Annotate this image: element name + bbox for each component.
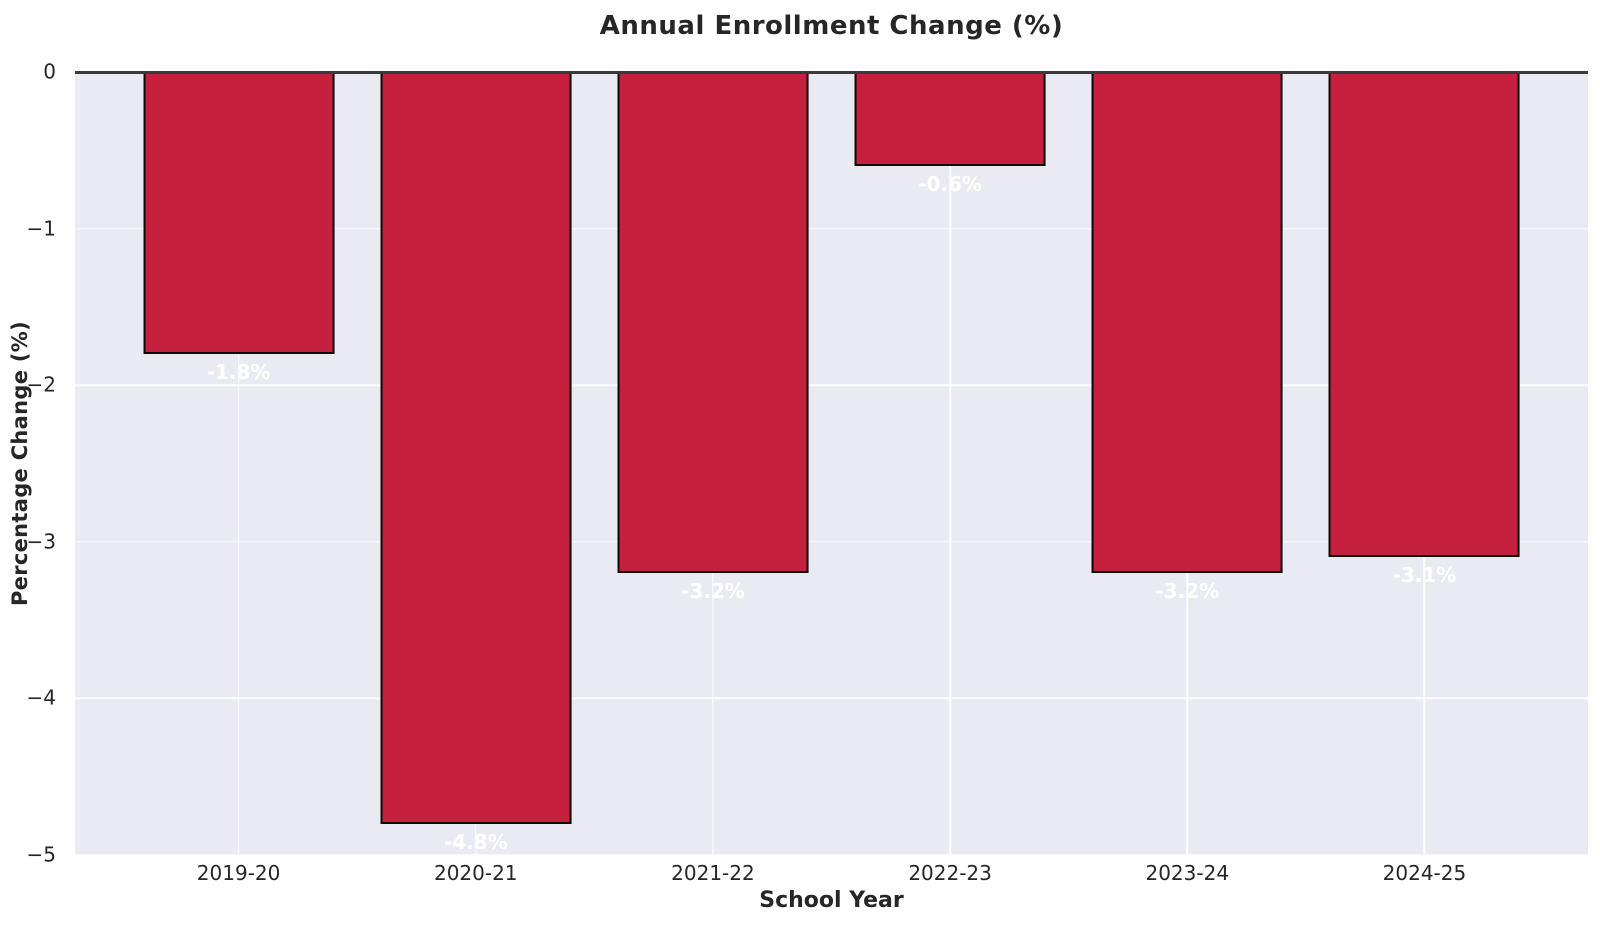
zero-baseline (75, 71, 1588, 74)
horizontal-gridline (75, 541, 1588, 543)
bar-slot: -0.6% (832, 72, 1069, 855)
y-tick-label: −3 (26, 529, 56, 554)
x-tick-label: 2019-20 (196, 861, 281, 885)
bar-slot: -3.2% (594, 72, 831, 855)
horizontal-gridline (75, 854, 1588, 856)
vertical-gridline (237, 72, 240, 855)
horizontal-gridline (75, 384, 1588, 386)
bar-value-label: -0.6% (918, 171, 982, 196)
bar-value-label: -3.2% (681, 579, 745, 604)
bar-value-label: -1.8% (206, 359, 271, 384)
bar-slot: -4.8% (357, 72, 594, 855)
horizontal-gridline (75, 227, 1588, 230)
bar-value-label: -3.2% (1155, 579, 1220, 604)
x-tick-label: 2023-24 (1145, 861, 1230, 885)
bar-slots: -1.8% -4.8% -3.2% -0.6% -3.2% -3.1% (75, 72, 1588, 855)
bar-slot: -3.1% (1306, 72, 1543, 855)
y-tick-label: 0 (43, 59, 56, 84)
x-tick-label: 2021-22 (671, 861, 755, 885)
x-tick-label: 2020-21 (433, 861, 518, 885)
horizontal-gridline (75, 697, 1588, 700)
y-tick-label: −1 (26, 216, 56, 241)
x-axis-ticks: 2019-20 2020-21 2021-22 2022-23 2023-24 2024-… (75, 861, 1588, 885)
y-axis-ticks: 0 −1 −2 −3 −4 −5 (0, 60, 66, 867)
bar-2024-25 (1328, 72, 1520, 558)
bar-value-label: -3.1% (1392, 563, 1457, 588)
bar-2019-20 (143, 72, 335, 354)
bar-2022-23 (854, 72, 1046, 166)
x-tick-label: 2024-25 (1382, 861, 1467, 885)
x-tick-label: 2022-23 (908, 861, 992, 885)
y-tick-label: −2 (26, 372, 56, 397)
bar-2021-22 (617, 72, 809, 574)
x-axis-label: School Year (759, 888, 904, 913)
vertical-gridline (949, 72, 951, 855)
bar-slot: -3.2% (1069, 72, 1306, 855)
y-tick-label: −4 (26, 685, 56, 710)
bar-value-label: -4.8% (443, 829, 508, 854)
chart-title: Annual Enrollment Change (%) (599, 11, 1064, 41)
bar-slot: -1.8% (120, 72, 357, 855)
bar-2023-24 (1091, 72, 1283, 574)
plot-area: -1.8% -4.8% -3.2% -0.6% -3.2% -3.1% (75, 71, 1588, 856)
y-tick-label: −5 (26, 842, 56, 867)
bar-2020-21 (380, 72, 572, 824)
